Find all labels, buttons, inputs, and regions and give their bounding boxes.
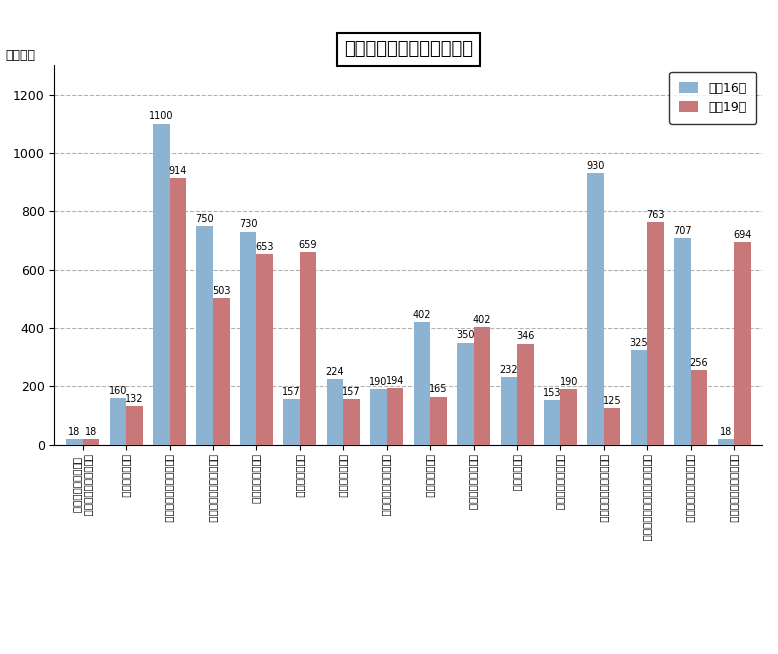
Text: 914: 914	[169, 165, 187, 176]
Text: 325: 325	[629, 337, 648, 347]
Text: 763: 763	[647, 210, 665, 220]
Text: 190: 190	[370, 377, 387, 387]
Bar	[110, 398, 126, 445]
Text: 224: 224	[326, 367, 345, 377]
Text: 事業所数: 事業所数	[5, 48, 35, 61]
Bar	[430, 396, 447, 445]
Text: 653: 653	[255, 242, 274, 252]
Bar	[370, 389, 387, 445]
Text: 707: 707	[673, 226, 692, 236]
Bar	[587, 173, 604, 445]
Bar	[153, 124, 170, 445]
Bar	[517, 344, 534, 445]
Bar	[544, 400, 560, 445]
Text: 160: 160	[109, 386, 127, 396]
Text: 930: 930	[587, 161, 605, 171]
Text: 659: 659	[299, 240, 317, 250]
Bar	[82, 439, 100, 445]
Title: 業種別事業所数（卸売業）: 業種別事業所数（卸売業）	[344, 41, 473, 58]
Bar	[691, 370, 707, 445]
Bar	[560, 389, 577, 445]
Text: 1100: 1100	[149, 111, 173, 122]
Text: 165: 165	[429, 385, 447, 394]
Bar	[240, 232, 257, 445]
Text: 402: 402	[412, 310, 431, 320]
Text: 190: 190	[559, 377, 578, 387]
Bar	[283, 399, 300, 445]
Text: 503: 503	[212, 286, 230, 296]
Bar	[213, 298, 230, 445]
Bar	[414, 322, 430, 445]
Text: 157: 157	[342, 387, 361, 396]
Text: 157: 157	[282, 387, 301, 396]
Bar	[170, 178, 186, 445]
Legend: 平成16年, 平成19年: 平成16年, 平成19年	[669, 72, 756, 124]
Bar	[675, 239, 691, 445]
Bar	[66, 439, 82, 445]
Text: 18: 18	[720, 427, 732, 437]
Bar	[457, 343, 474, 445]
Bar	[197, 226, 213, 445]
Text: 346: 346	[516, 332, 534, 341]
Text: 18: 18	[85, 427, 97, 437]
Bar	[343, 399, 359, 445]
Bar	[500, 377, 517, 445]
Text: 402: 402	[472, 315, 491, 325]
Text: 194: 194	[386, 376, 405, 386]
Text: 232: 232	[499, 365, 518, 375]
Bar	[647, 222, 664, 445]
Bar	[604, 408, 620, 445]
Bar	[717, 439, 734, 445]
Text: 132: 132	[125, 394, 144, 404]
Bar	[474, 328, 490, 445]
Bar	[734, 242, 751, 445]
Bar	[126, 406, 142, 445]
Text: 125: 125	[603, 396, 622, 406]
Text: 18: 18	[68, 427, 81, 437]
Bar	[631, 350, 647, 445]
Text: 694: 694	[734, 230, 752, 240]
Bar	[257, 254, 273, 445]
Bar	[327, 379, 343, 445]
Text: 256: 256	[690, 358, 708, 368]
Text: 350: 350	[456, 330, 475, 340]
Bar	[387, 388, 403, 445]
Text: 730: 730	[239, 219, 258, 230]
Text: 750: 750	[195, 214, 214, 224]
Text: 153: 153	[543, 388, 562, 398]
Bar	[300, 252, 317, 445]
